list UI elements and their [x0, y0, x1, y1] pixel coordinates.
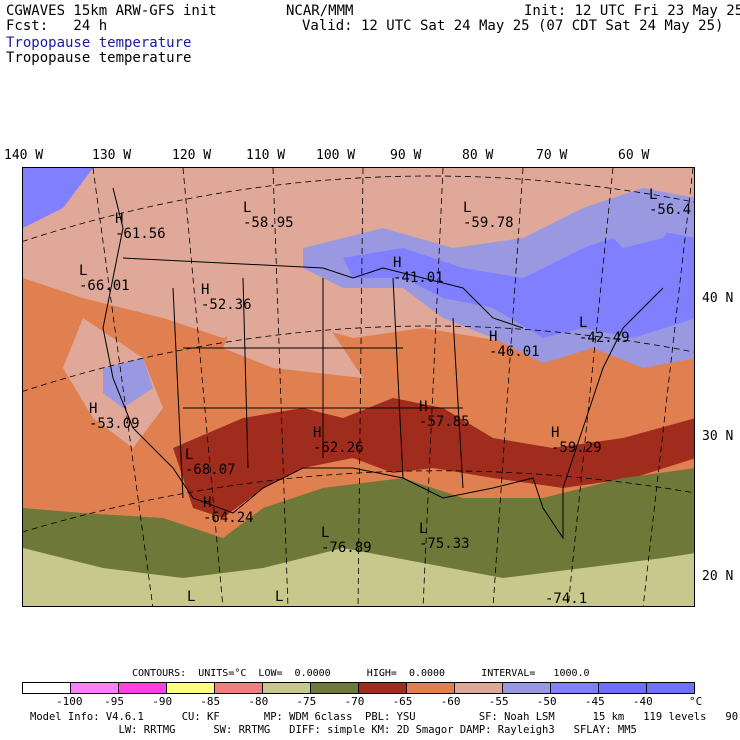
map-label: L -68.07 [185, 447, 236, 478]
map-label: H -64.24 [203, 495, 254, 526]
colorbar-label: -90 [152, 695, 173, 708]
colorbar-swatch [311, 683, 359, 693]
colorbar-swatch [167, 683, 215, 693]
map-label: L -59.78 [463, 200, 514, 231]
colorbar-swatch [23, 683, 71, 693]
colorbar-label: -65 [392, 695, 413, 708]
colorbar-label: °C [689, 695, 703, 708]
lon-label-120w: 120 W [172, 148, 212, 163]
colorbar-swatch [71, 683, 119, 693]
lon-label-90w: 90 W [390, 148, 422, 163]
lon-label-60w: 60 W [618, 148, 650, 163]
lat-label-30n: 30 N [702, 429, 734, 444]
model-title: CGWAVES 15km ARW-GFS init [6, 3, 217, 19]
colorbar-swatch [551, 683, 599, 693]
model-info-line2: LW: RRTMG SW: RRTMG DIFF: simple KM: 2D … [30, 724, 637, 736]
colorbar-swatch [359, 683, 407, 693]
colorbar-label: -50 [536, 695, 557, 708]
colorbar-swatch [647, 683, 694, 693]
colorbar-swatch [599, 683, 647, 693]
valid-time: Valid: 12 UTC Sat 24 May 25 (07 CDT Sat … [302, 18, 724, 34]
colorbar-label: -75 [296, 695, 317, 708]
colorbar-swatch [119, 683, 167, 693]
map-label: L -76.89 [321, 525, 372, 556]
field-title: Tropopause temperature [6, 35, 192, 51]
lat-label-20n: 20 N [702, 569, 734, 584]
org-label: NCAR/MMM [286, 3, 354, 19]
model-info-line1: Model Info: V4.6.1 CU: KF MP: WDM 6class… [30, 711, 740, 723]
lon-label-140w: 140 W [4, 148, 44, 163]
colorbar [22, 682, 695, 694]
tropopause-temperature-map: H -61.56 L -58.95 L -59.78 L -56.4 L -66.01 H… [22, 167, 695, 607]
colorbar-label: -95 [104, 695, 125, 708]
map-label: L -56.4 [649, 187, 692, 218]
colorbar-swatch [407, 683, 455, 693]
lon-label-70w: 70 W [536, 148, 568, 163]
map-label: H -61.56 [115, 211, 166, 242]
map-label: H -53.09 [89, 401, 140, 432]
colorbar-label: -100 [56, 695, 83, 708]
colorbar-label: -80 [248, 695, 269, 708]
lon-label-100w: 100 W [316, 148, 356, 163]
map-label: L [275, 589, 284, 605]
colorbar-label: -45 [584, 695, 605, 708]
colorbar-swatch [263, 683, 311, 693]
map-label: H -52.36 [201, 282, 252, 313]
lon-label-80w: 80 W [462, 148, 494, 163]
contours-info: CONTOURS: UNITS=°C LOW= 0.0000 HIGH= 0.0… [132, 668, 590, 679]
lon-label-110w: 110 W [246, 148, 286, 163]
map-label: L -42.49 [579, 315, 630, 346]
map-label: L -66.01 [79, 263, 130, 294]
map-label: H -59.29 [551, 425, 602, 456]
map-label: H -62.26 [313, 425, 364, 456]
colorbar-label: -60 [440, 695, 461, 708]
map-label: L -75.33 [419, 521, 470, 552]
map-label: L -58.95 [243, 200, 294, 231]
colorbar-label: -40 [632, 695, 653, 708]
colorbar-swatch [503, 683, 551, 693]
map-canvas [23, 168, 694, 606]
colorbar-label: -70 [344, 695, 365, 708]
init-time: Init: 12 UTC Fri 23 May 25 [524, 3, 740, 19]
map-label: -74.1 [545, 591, 588, 607]
map-label: H -46.01 [489, 329, 540, 360]
colorbar-label: -55 [488, 695, 509, 708]
map-label: H -57.85 [419, 399, 470, 430]
map-label: H -41.01 [393, 255, 444, 286]
lon-label-130w: 130 W [92, 148, 132, 163]
colorbar-swatch [215, 683, 263, 693]
field-subtitle: Tropopause temperature [6, 50, 192, 66]
forecast-hour: Fcst: 24 h [6, 18, 108, 34]
colorbar-label: -85 [200, 695, 221, 708]
lat-label-40n: 40 N [702, 291, 734, 306]
map-label: L [187, 589, 196, 605]
colorbar-swatch [455, 683, 503, 693]
